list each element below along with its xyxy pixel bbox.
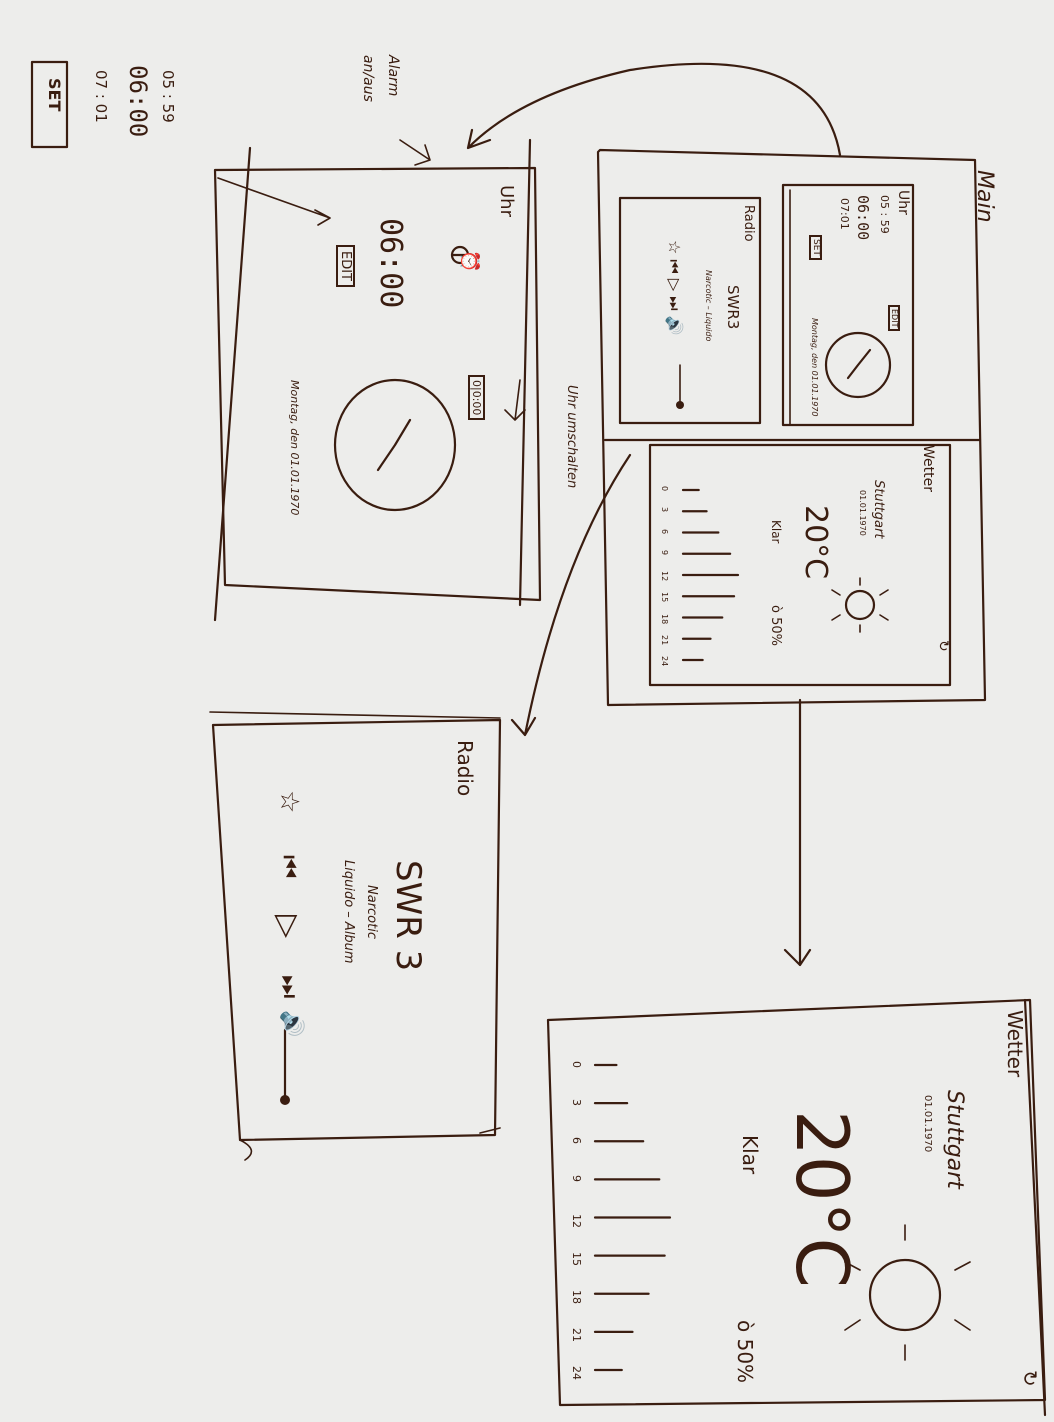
main-clock-edit-button[interactable]: EDIT [888,305,900,332]
clock-screen-title[interactable]: Uhr [496,185,517,217]
main-clock-title[interactable]: Uhr [895,190,911,215]
hour-label-3: 3 [660,507,669,513]
main-clock-hands [846,348,872,380]
hour-label-12: 12 [660,571,669,582]
hour-label-15: 15 [660,592,669,603]
clock-screen-hands [376,418,412,472]
weather-screen-sun-rays [844,1224,971,1361]
hour-label-0: 0 [660,486,669,492]
clock-screen-analog-clock [333,378,457,512]
hour-label-0: 0 [570,1061,583,1068]
radio-favorite-icon[interactable]: ☆ [274,790,304,814]
weather-screen-chart [593,1063,672,1372]
clock-screen-cross-2 [518,138,532,607]
radio-screen-corner [209,711,501,1161]
hour-label-12: 12 [570,1213,583,1228]
main-clock-set-button[interactable]: SET [809,235,822,260]
main-clock-time-2: 06:00 [854,195,872,241]
main-weather-chart [681,488,740,662]
radio-next-icon[interactable]: ⏭ [274,975,304,999]
hour-label-21: 21 [570,1327,583,1342]
clock-screen-time: 06:00 [373,218,408,309]
note-set-button[interactable]: SET [45,78,64,112]
arrow-main-to-radio [510,453,632,737]
main-clock-date: Montag, den 01.01.1970 [810,318,819,417]
weather-screen-edge [1023,998,1047,1417]
clock-screen-date: Montag, den 01.01.1970 [288,380,301,516]
radio-screen-station: SWR 3 [388,860,428,972]
note-alarm-time-2: 06:00 [124,65,152,138]
radio-screen-artist: Liquido – Album [341,860,356,964]
radio-screen-track: Narcotic [364,885,379,939]
radio-screen-title[interactable]: Radio [453,740,477,797]
clock-screen-frame [213,166,542,602]
radio-play-icon[interactable]: ▷ [270,915,305,939]
main-radio-card [618,196,762,425]
hour-label-6: 6 [660,528,669,534]
main-radio-track: Narcotic – Liquido [704,270,713,342]
clock-screen-edit-button[interactable]: EDIT [336,245,355,287]
clock-screen-cross-1 [213,146,252,622]
radio-volume-knob[interactable] [280,1095,290,1105]
radio-prev-icon[interactable]: ⏮ [274,855,304,879]
main-weather-city: Stuttgart [871,480,886,539]
main-clock-time-3: 07:01 [838,198,851,230]
main-weather-temp: 20°C [798,505,833,580]
main-radio-title[interactable]: Radio [741,205,756,242]
hour-label-24: 24 [570,1366,583,1380]
main-radio-station: SWR3 [724,285,742,330]
main-clock-card [781,183,915,427]
weather-screen-rain: ò 50% [733,1320,757,1384]
radio-screen-frame [211,718,502,1142]
hour-label-9: 9 [660,549,669,555]
hour-label-24: 24 [660,656,669,667]
weather-screen-refresh-icon[interactable]: ↻ [1018,1370,1042,1387]
main-weather-title[interactable]: Wetter [920,445,936,492]
hour-label-18: 18 [660,613,669,624]
hour-label-18: 18 [570,1289,583,1304]
note-set-box [30,60,69,149]
clock-screen-annotation: Uhr umschalten [564,385,579,489]
clock-screen-toggle[interactable]: 0|0:00 [468,375,485,421]
note-alarm-label: Alarm [385,55,401,97]
main-frame [596,148,987,707]
main-clock-analog [824,331,892,399]
weather-screen-date: 01.01.1970 [922,1095,933,1153]
main-radio-volume-knob[interactable] [676,401,684,409]
main-weather-condition: Klar [769,520,783,544]
note-alarm-time-3: 07 : 01 [92,70,110,123]
radio-volume-icon[interactable]: 🔊 [279,1010,304,1038]
note-alarm-toggle-label: an/aus [360,55,376,102]
weather-screen-sun [868,1258,942,1332]
main-radio-controls: ☆ ⏮ ▷ ⏭ 🔊 [665,240,684,336]
hour-label-6: 6 [570,1137,583,1145]
main-weather-sun-rays [831,577,889,633]
main-title: Main [972,170,997,223]
arrow-main-to-clock [466,62,842,157]
arrow-main-to-weather [783,698,812,967]
main-weather-rain: ò 50% [768,605,783,646]
hour-label-15: 15 [570,1251,583,1266]
main-clock-time-1: 05 : 59 [878,195,891,234]
clock-screen-alarm-icon[interactable]: ⏰ [459,250,480,273]
arrow-alarm-label [399,139,431,166]
hour-label-9: 9 [570,1175,583,1183]
weather-screen-temp: 20°C [780,1110,864,1288]
hour-label-21: 21 [660,634,669,645]
arrow-toggle-label [504,379,526,421]
weather-screen-title[interactable]: Wetter [1003,1010,1027,1078]
main-weather-refresh-icon[interactable]: ↻ [935,640,951,652]
weather-screen-condition: Klar [738,1135,762,1175]
weather-screen-city: Stuttgart [942,1090,967,1189]
note-alarm-time-1: 05 : 59 [159,70,177,123]
hour-label-3: 3 [570,1099,583,1107]
main-weather-sun [844,589,876,621]
arrow-edit-label [217,177,331,226]
main-weather-date: 01.01.1970 [858,490,867,536]
main-weather-card [648,443,952,687]
